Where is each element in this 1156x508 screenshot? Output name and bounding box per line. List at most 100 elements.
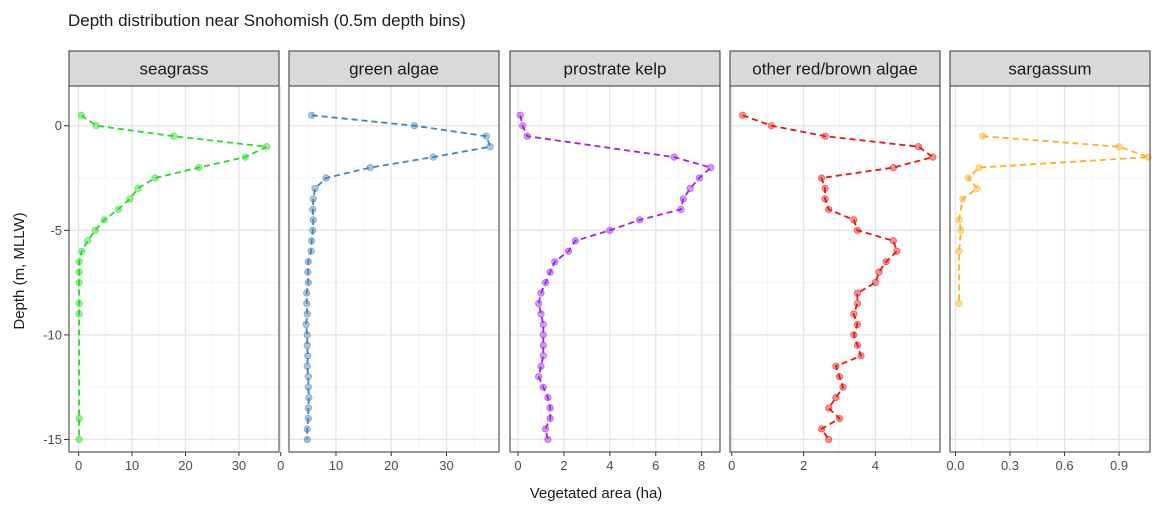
data-point xyxy=(516,111,524,119)
data-point xyxy=(519,122,527,130)
x-tick-label: 8 xyxy=(698,458,705,473)
data-point xyxy=(893,247,901,255)
data-point xyxy=(114,205,122,213)
data-point xyxy=(75,278,83,287)
data-point xyxy=(853,341,862,349)
y-tick-label: -10 xyxy=(43,327,62,342)
data-point xyxy=(889,163,897,172)
data-point xyxy=(707,163,715,172)
data-point xyxy=(832,394,840,402)
data-point xyxy=(482,132,490,140)
x-tick-label: 2 xyxy=(800,458,807,473)
x-tick-label: 30 xyxy=(439,458,453,473)
data-point xyxy=(546,404,554,412)
x-tick-label: 4 xyxy=(606,458,613,473)
data-point xyxy=(850,331,858,339)
panel-background xyxy=(950,86,1150,452)
panel-background xyxy=(69,86,279,452)
panel-border xyxy=(729,85,941,453)
data-point xyxy=(546,268,554,276)
data-point xyxy=(486,143,494,151)
panel-background xyxy=(289,86,499,452)
data-point xyxy=(537,362,545,370)
data-point xyxy=(975,163,983,172)
data-point xyxy=(304,373,312,381)
data-point xyxy=(544,435,552,444)
data-point xyxy=(308,237,316,245)
data-point xyxy=(539,383,547,391)
data-point xyxy=(309,195,317,203)
x-tick-label: 6 xyxy=(652,458,659,473)
data-point xyxy=(535,299,543,308)
y-axis-label: Depth (m, MLLW) xyxy=(11,212,28,329)
facet-strip-label: sargassum xyxy=(1008,60,1091,79)
data-point xyxy=(677,205,685,213)
data-point xyxy=(539,341,547,349)
data-point xyxy=(850,310,858,318)
data-point xyxy=(84,237,92,245)
data-point xyxy=(75,258,83,266)
data-point xyxy=(304,258,312,266)
facet-strip-label: other red/brown algae xyxy=(752,60,917,79)
data-point xyxy=(955,216,963,224)
data-point xyxy=(544,394,552,402)
data-point xyxy=(410,122,419,130)
y-tick-label: -5 xyxy=(50,223,62,238)
series-line xyxy=(958,135,1149,304)
data-point xyxy=(817,425,826,433)
data-point xyxy=(303,362,311,370)
data-point xyxy=(151,174,159,182)
data-point xyxy=(875,268,883,276)
facet-strip xyxy=(509,50,721,87)
facet-strip-label: prostrate kelp xyxy=(564,60,667,79)
data-point xyxy=(957,226,965,234)
series-line xyxy=(78,114,270,440)
data-point xyxy=(857,352,865,360)
data-point xyxy=(75,268,83,276)
data-point xyxy=(817,174,826,182)
x-tick-label: 0 xyxy=(277,458,284,473)
data-point xyxy=(564,247,573,255)
facet-panel: seagrass 0 10 20 30 xyxy=(68,50,280,473)
data-point xyxy=(853,299,862,308)
panel-background xyxy=(510,86,720,452)
panel-border xyxy=(949,85,1151,453)
x-tick-label: 0.3 xyxy=(1001,458,1019,473)
data-point xyxy=(695,174,703,182)
data-point xyxy=(311,184,319,193)
data-point xyxy=(835,373,844,381)
data-point xyxy=(126,195,134,203)
data-point xyxy=(91,226,99,234)
data-point xyxy=(853,226,862,234)
data-point xyxy=(825,205,833,213)
data-point xyxy=(134,184,142,193)
y-tick-label: 0 xyxy=(55,118,62,133)
chart-title: Depth distribution near Snohomish (0.5m … xyxy=(68,11,466,30)
data-point xyxy=(738,111,747,119)
data-point xyxy=(541,278,550,287)
data-point xyxy=(304,414,312,423)
data-point xyxy=(75,414,83,423)
data-point xyxy=(825,404,833,412)
facet-strip-label: seagrass xyxy=(140,60,209,79)
data-point xyxy=(366,163,374,172)
x-tick-label: 20 xyxy=(178,458,192,473)
data-point xyxy=(686,184,694,193)
x-tick-label: 0 xyxy=(514,458,521,473)
data-point xyxy=(1115,143,1123,151)
data-point xyxy=(429,153,437,161)
data-point xyxy=(304,404,312,412)
data-point xyxy=(679,195,687,203)
facet-strip xyxy=(68,50,280,87)
data-point xyxy=(606,226,614,234)
series-line xyxy=(742,114,935,441)
data-point xyxy=(304,278,312,287)
x-axis-label: Vegetated area (ha) xyxy=(530,485,663,502)
data-point xyxy=(546,414,554,423)
data-point xyxy=(670,153,678,161)
data-point xyxy=(821,132,829,140)
data-point xyxy=(303,331,311,339)
data-point xyxy=(195,163,203,172)
x-tick-label: 20 xyxy=(384,458,398,473)
